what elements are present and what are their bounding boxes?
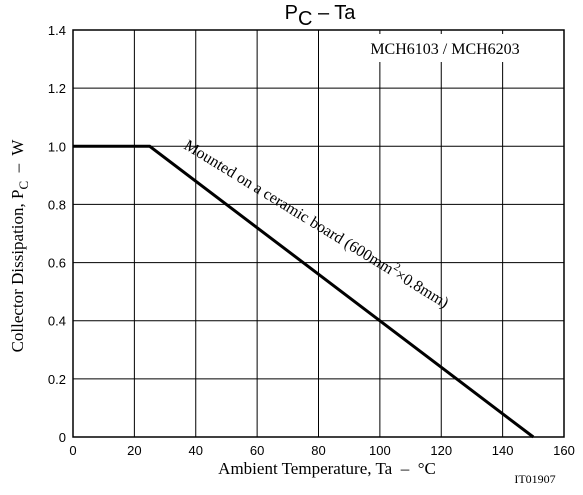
x-tick-label: 100 <box>369 443 391 458</box>
y-tick-labels: 0 0.2 0.4 0.6 0.8 1.0 1.2 1.4 <box>48 23 66 445</box>
y-tick-label: 1.0 <box>48 139 66 154</box>
y-tick-label: 0.4 <box>48 314 66 329</box>
line-annotation: Mounted on a ceramic board (600mm2×0.8mm… <box>181 134 453 311</box>
annotation-superscript: 2 <box>392 261 403 274</box>
x-tick-label: 20 <box>127 443 141 458</box>
plot-frame <box>72 29 565 438</box>
y-axis-label-rest: – W <box>8 139 27 181</box>
y-axis-label-subscript: C <box>16 181 31 190</box>
x-axis-label: Ambient Temperature, Ta – °C <box>218 459 436 478</box>
annotation-text-end: ×0.8mm) <box>392 266 451 311</box>
y-tick-label: 1.4 <box>48 23 66 38</box>
y-tick-label: 1.2 <box>48 81 66 96</box>
series-group <box>73 144 535 439</box>
chart-title-subscript: C <box>298 8 312 30</box>
y-tick-label: 0.6 <box>48 256 66 271</box>
y-tick-label: 0.2 <box>48 372 66 387</box>
annotation-text: Mounted on a ceramic board (600mm <box>181 137 397 278</box>
chart-title: PC – Ta <box>285 2 357 30</box>
x-tick-label: 60 <box>250 443 264 458</box>
series-line <box>73 144 535 439</box>
y-axis-label-main: Collector Dissipation, P <box>8 190 27 353</box>
x-tick-label: 160 <box>553 443 575 458</box>
figure-code: IT01907 <box>514 472 555 486</box>
chart-title-main: P <box>285 2 298 24</box>
x-tick-label: 40 <box>189 443 203 458</box>
y-tick-label: 0 <box>59 430 66 445</box>
y-tick-label: 0.8 <box>48 197 66 212</box>
x-tick-labels: 0 20 40 60 80 100 120 140 160 <box>69 443 574 458</box>
x-tick-label: 120 <box>430 443 452 458</box>
y-axis-label: Collector Dissipation, PC – W <box>8 139 31 353</box>
x-tick-label: 0 <box>69 443 76 458</box>
x-tick-label: 80 <box>311 443 325 458</box>
legend-box-text: MCH6103 / MCH6203 <box>370 41 519 58</box>
chart-title-rest: – Ta <box>312 2 356 24</box>
x-tick-label: 140 <box>492 443 514 458</box>
legend-box <box>333 34 554 62</box>
